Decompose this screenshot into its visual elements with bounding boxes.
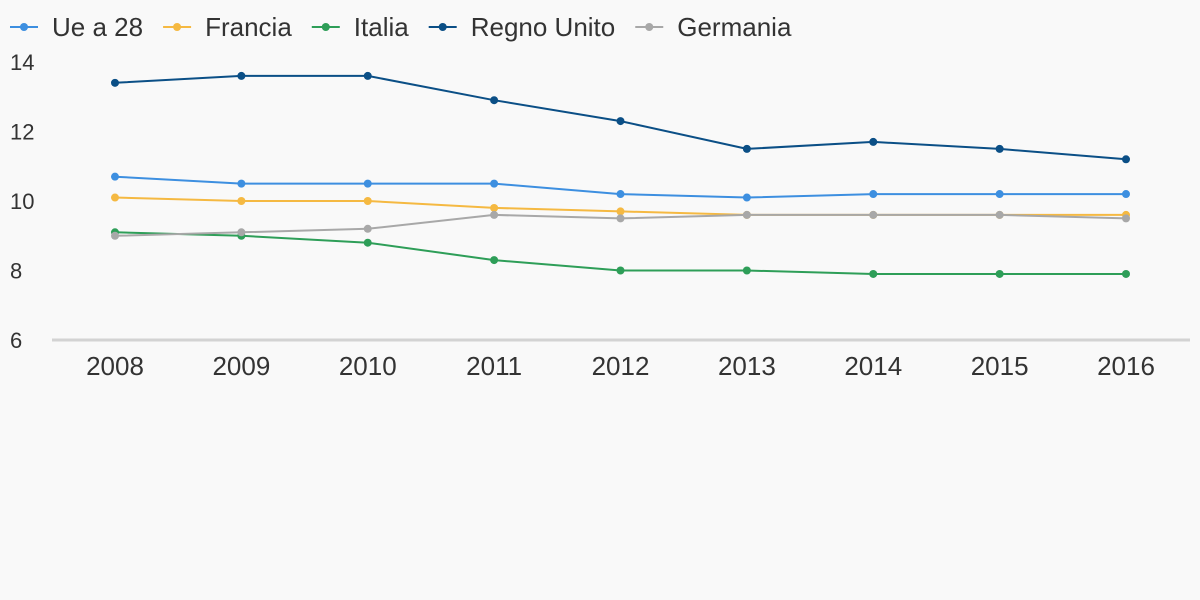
x-tick-label: 2015 xyxy=(971,351,1029,381)
legend-label: Ue a 28 xyxy=(52,12,143,42)
legend-item-ue-a-28[interactable]: Ue a 28 xyxy=(10,12,143,42)
data-point[interactable] xyxy=(490,210,499,219)
data-point[interactable] xyxy=(616,207,625,216)
y-tick-label: 10 xyxy=(10,189,34,214)
data-point[interactable] xyxy=(616,117,625,126)
legend-marker xyxy=(321,23,330,31)
data-point[interactable] xyxy=(1122,269,1130,278)
x-tick-label: 2011 xyxy=(466,351,522,381)
data-point[interactable] xyxy=(237,71,246,80)
data-point[interactable] xyxy=(1122,190,1130,199)
data-point[interactable] xyxy=(995,210,1004,219)
series-germania xyxy=(111,210,1130,240)
data-point[interactable] xyxy=(363,197,372,205)
x-tick-label: 2009 xyxy=(212,351,270,381)
data-point[interactable] xyxy=(869,210,878,219)
legend-label: Francia xyxy=(205,12,292,42)
legend-item-francia[interactable]: Francia xyxy=(163,12,292,42)
y-tick-label: 8 xyxy=(10,259,22,284)
legend-item-germania[interactable]: Germania xyxy=(635,12,792,42)
legend-label: Regno Unito xyxy=(471,12,616,42)
data-point[interactable] xyxy=(363,224,372,233)
data-point[interactable] xyxy=(363,71,372,80)
legend-marker xyxy=(173,23,182,31)
data-point[interactable] xyxy=(490,96,499,105)
legend-label: Italia xyxy=(354,12,409,42)
legend-marker xyxy=(645,23,654,31)
series-ue-a-28 xyxy=(111,172,1130,202)
series-italia xyxy=(111,228,1130,278)
x-tick-label: 2010 xyxy=(339,351,397,381)
data-point[interactable] xyxy=(363,238,372,247)
legend-item-italia[interactable]: Italia xyxy=(311,12,409,42)
y-tick-label: 6 xyxy=(10,328,22,353)
data-point[interactable] xyxy=(111,78,119,87)
data-point[interactable] xyxy=(995,269,1004,278)
x-tick-label: 2013 xyxy=(718,351,776,381)
y-tick-label: 12 xyxy=(10,120,34,145)
data-point[interactable] xyxy=(869,190,878,199)
data-point[interactable] xyxy=(869,137,878,146)
data-point[interactable] xyxy=(490,179,499,188)
data-point[interactable] xyxy=(616,266,625,275)
plot-area xyxy=(111,71,1130,278)
legend-marker xyxy=(20,23,28,31)
y-axis: 6 8 10 12 14 xyxy=(10,50,34,353)
legend-label: Germania xyxy=(677,12,792,42)
data-point[interactable] xyxy=(742,144,751,153)
x-axis: 2008 2009 2010 2011 2012 2013 2014 2015 2016 xyxy=(86,351,1155,381)
data-point[interactable] xyxy=(237,179,246,188)
data-point[interactable] xyxy=(995,144,1004,153)
data-point[interactable] xyxy=(1122,155,1130,164)
data-point[interactable] xyxy=(490,256,499,265)
data-point[interactable] xyxy=(111,172,119,181)
series-regno-unito xyxy=(111,71,1130,164)
legend-marker xyxy=(438,23,447,31)
data-point[interactable] xyxy=(616,214,625,223)
data-point[interactable] xyxy=(111,193,119,202)
data-point[interactable] xyxy=(616,190,625,199)
data-point[interactable] xyxy=(237,197,246,205)
data-point[interactable] xyxy=(742,193,751,202)
data-point[interactable] xyxy=(237,228,246,237)
data-point[interactable] xyxy=(490,203,499,212)
data-point[interactable] xyxy=(363,179,372,188)
legend-item-regno-unito[interactable]: Regno Unito xyxy=(428,12,616,42)
chart-legend: Ue a 28 Francia Italia Regno Unito Germania xyxy=(10,12,792,42)
data-point[interactable] xyxy=(995,190,1004,199)
x-tick-label: 2012 xyxy=(592,351,650,381)
x-tick-label: 2016 xyxy=(1097,351,1155,381)
data-point[interactable] xyxy=(1122,214,1130,223)
data-point[interactable] xyxy=(111,231,119,240)
x-tick-label: 2008 xyxy=(86,351,144,381)
data-point[interactable] xyxy=(869,269,878,278)
data-point[interactable] xyxy=(742,210,751,219)
data-point[interactable] xyxy=(742,266,751,275)
x-tick-label: 2014 xyxy=(844,351,902,381)
y-tick-label: 14 xyxy=(10,50,34,75)
